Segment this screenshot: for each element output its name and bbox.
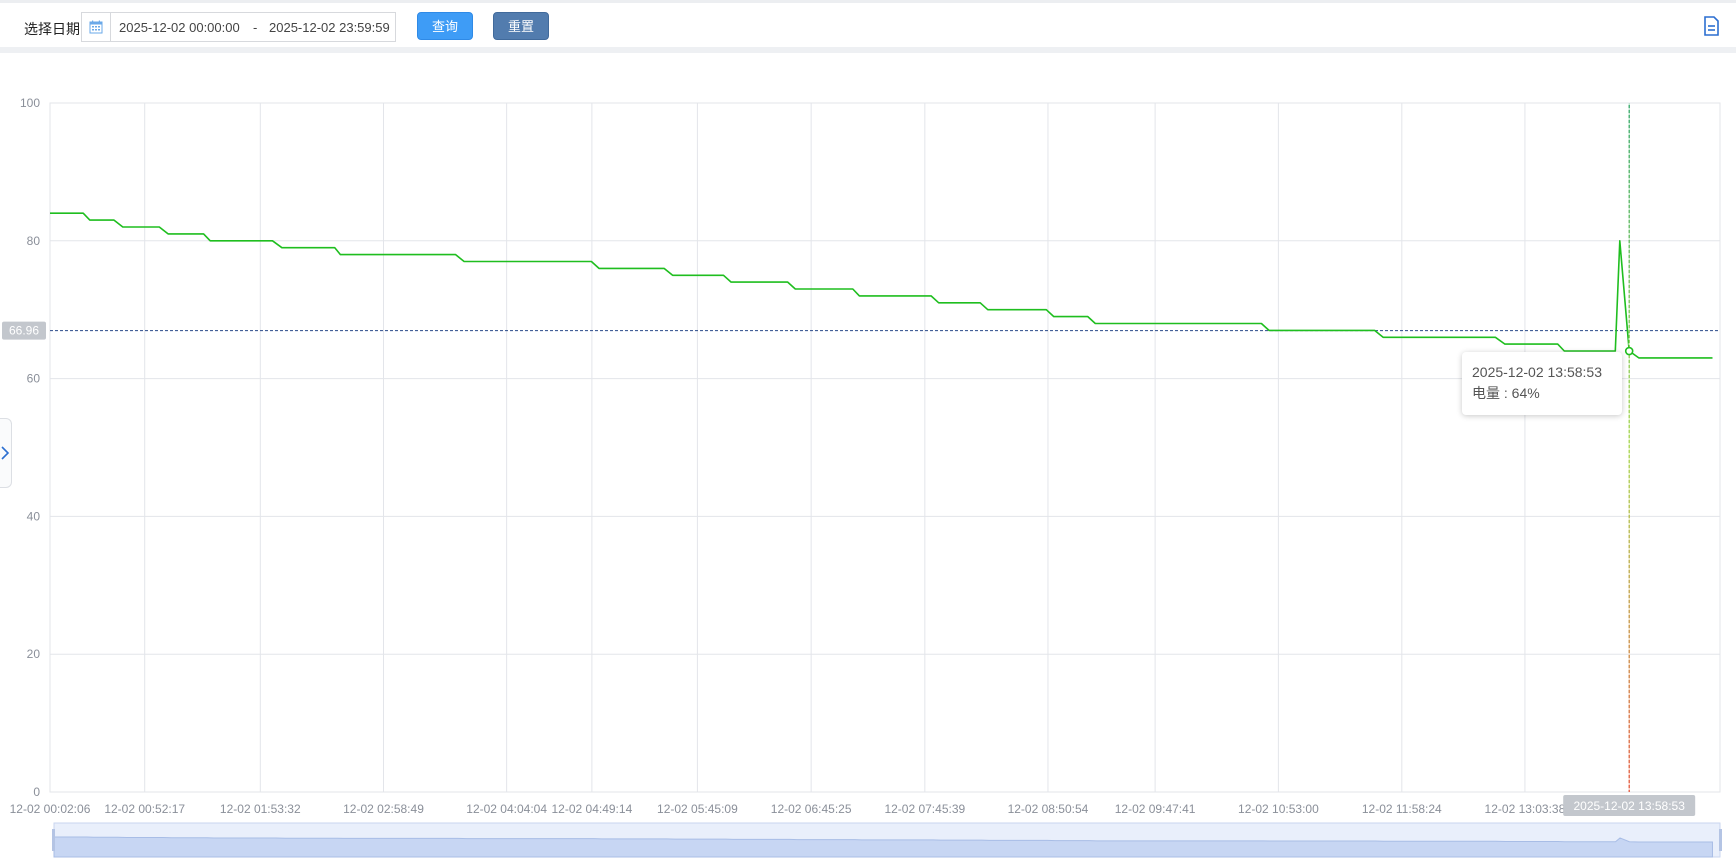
x-tick-label: 12-02 04:04:04 xyxy=(466,802,547,816)
date-label: 选择日期 xyxy=(24,21,80,37)
y-tick-label: 80 xyxy=(27,234,41,248)
plot-border xyxy=(49,102,1721,793)
query-button[interactable]: 查询 xyxy=(417,12,473,40)
x-tick-label: 12-02 02:58:49 xyxy=(343,802,424,816)
x-tick-label: 12-02 06:45:25 xyxy=(771,802,852,816)
tooltip-value: 64% xyxy=(1511,385,1540,401)
y-axis: 0 20 40 60 80 100 xyxy=(20,96,40,799)
x-tick-label: 12-02 04:49:14 xyxy=(552,802,633,816)
calendar-button[interactable] xyxy=(82,13,111,41)
end-date-input[interactable]: 2025-12-02 23:59:59 xyxy=(269,20,390,35)
x-axis: 12-02 00:02:06 12-02 00:52:17 12-02 01:53:… xyxy=(10,802,1566,816)
chart-grid xyxy=(49,102,1721,793)
y-tick-label: 100 xyxy=(20,96,40,110)
series-line xyxy=(50,212,1713,359)
zoom-preview-area xyxy=(53,836,1713,858)
top-border xyxy=(0,0,1736,3)
tooltip-value-row: 电量 : 64% xyxy=(1472,383,1612,404)
chevron-right-icon xyxy=(1,446,10,460)
x-tick-label: 12-02 10:53:00 xyxy=(1238,802,1319,816)
chart-tooltip: 2025-12-02 13:58:53 电量 : 64% xyxy=(1462,352,1622,415)
date-range-picker[interactable]: 2025-12-02 00:00:00 - 2025-12-02 23:59:5… xyxy=(81,12,396,42)
tooltip-series-label: 电量 xyxy=(1472,385,1500,401)
axis-pointer-label: 2025-12-02 13:58:53 xyxy=(1573,799,1685,813)
battery-line-chart: 0 20 40 60 80 100 12-02 00:02:06 12-02 00:52:1… xyxy=(2,96,1722,858)
sidebar-expand-handle[interactable] xyxy=(0,418,12,488)
axis-pointer-label-bg xyxy=(1563,795,1696,816)
axis-pointer: 2025-12-02 13:58:53 xyxy=(1563,103,1696,816)
x-tick-label: 12-02 00:02:06 xyxy=(10,802,91,816)
x-tick-label: 12-02 13:03:38 xyxy=(1485,802,1566,816)
range-separator: - xyxy=(253,20,258,35)
highlight-point xyxy=(1624,346,1634,356)
filter-toolbar: 选择日期 2025-12-02 00:00:00 - 2025-12-02 23… xyxy=(0,3,1736,53)
tooltip-separator: : xyxy=(1500,385,1512,401)
x-tick-label: 12-02 11:58:24 xyxy=(1362,802,1442,816)
mark-line-average: 66.96 xyxy=(2,321,1720,340)
y-tick-label: 20 xyxy=(27,647,41,661)
zoom-handle-left xyxy=(52,829,55,851)
axis-pointer-line xyxy=(1628,103,1630,792)
x-tick-label: 12-02 01:53:32 xyxy=(220,802,301,816)
y-tick-label: 0 xyxy=(33,785,40,799)
document-icon[interactable] xyxy=(1700,15,1722,37)
x-tick-label: 12-02 07:45:39 xyxy=(884,802,965,816)
start-date-input[interactable]: 2025-12-02 00:00:00 xyxy=(119,20,240,35)
x-tick-label: 12-02 08:50:54 xyxy=(1008,802,1089,816)
x-tick-label: 12-02 05:45:09 xyxy=(657,802,738,816)
x-tick-label: 12-02 00:52:17 xyxy=(104,802,185,816)
mark-line-label: 66.96 xyxy=(9,324,39,338)
tooltip-time: 2025-12-02 13:58:53 xyxy=(1472,364,1602,380)
y-tick-label: 60 xyxy=(27,372,41,386)
series-battery xyxy=(50,212,1713,359)
reset-button[interactable]: 重置 xyxy=(493,12,549,40)
x-tick-label: 12-02 09:47:41 xyxy=(1115,802,1196,816)
zoom-handle-right xyxy=(1719,829,1722,851)
data-zoom-slider[interactable] xyxy=(52,822,1722,858)
mark-line-label-bg xyxy=(2,321,46,340)
y-tick-label: 40 xyxy=(27,509,41,523)
calendar-icon xyxy=(89,20,103,34)
